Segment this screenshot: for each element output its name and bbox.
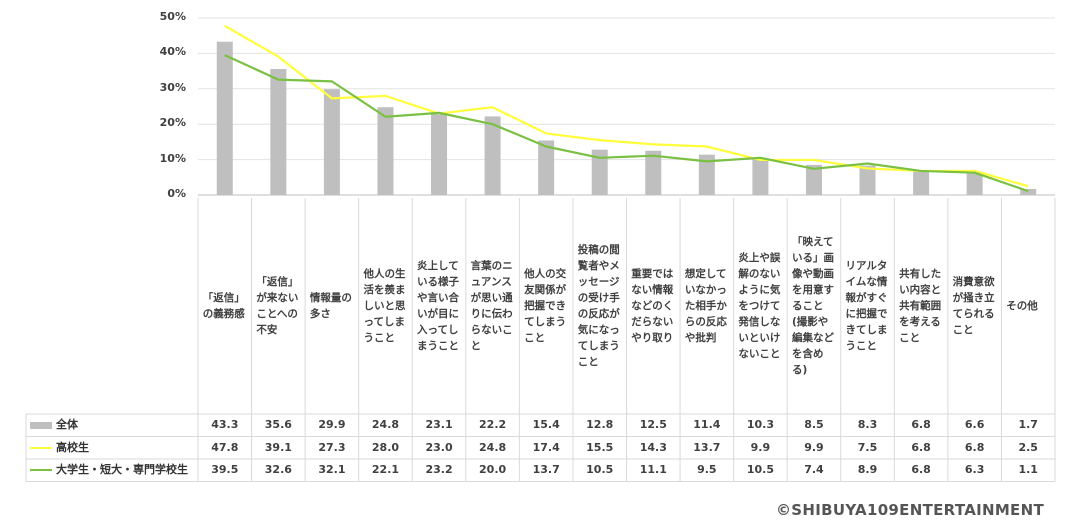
- data-label: 1.7: [1018, 418, 1038, 431]
- data-label: 10.3: [746, 418, 774, 431]
- category-label: 「映えている」画像や動画を用意すること(撮影や編集などを含める): [791, 236, 834, 376]
- category-label: 投稿の閲覧者やメッセージの受け手の反応が気になってしまうこと: [577, 244, 620, 368]
- y-tick-label: 10%: [159, 151, 186, 165]
- data-label: 7.5: [857, 440, 878, 454]
- category-label: その他: [1006, 300, 1038, 312]
- category-label: リアルタイムな情報がすぐに把握できてしまうこと: [845, 260, 888, 352]
- category-label: 他人の生活を羨ましいと思ってしまうこと: [363, 268, 406, 344]
- bar: [591, 149, 608, 195]
- data-label: 13.7: [693, 440, 721, 454]
- data-label: 7.4: [804, 463, 824, 476]
- category-label: 想定していなかった相手からの反応や批判: [684, 268, 727, 344]
- bar: [216, 41, 233, 195]
- data-label: 11.4: [693, 418, 721, 431]
- data-label: 32.6: [264, 463, 292, 476]
- data-label: 8.3: [857, 418, 878, 431]
- data-label: 35.6: [264, 418, 292, 431]
- data-label: 22.1: [371, 463, 400, 476]
- category-label: 炎上している様子や言い合いが目に入ってしまうこと: [417, 260, 460, 352]
- data-label: 6.6: [964, 418, 985, 431]
- data-label: 28.0: [371, 440, 400, 454]
- bar: [538, 140, 555, 195]
- data-label: 6.8: [911, 463, 931, 476]
- bar: [966, 171, 983, 195]
- data-label: 32.1: [318, 463, 346, 476]
- data-label: 23.0: [425, 440, 453, 454]
- y-tick-label: 30%: [159, 80, 186, 94]
- data-label: 13.7: [532, 463, 560, 476]
- data-label: 17.4: [532, 440, 560, 454]
- bar: [377, 107, 394, 195]
- legend-label: 大学生・短大・専門学校生: [56, 463, 188, 476]
- series-line: [224, 54, 1029, 193]
- data-label: 9.9: [750, 440, 771, 454]
- legend-entry: 大学生・短大・専門学校生: [30, 460, 188, 480]
- category-label: 情報量の多さ: [309, 292, 352, 320]
- category-label: 共有したい内容と共有範囲を考えること: [899, 268, 942, 344]
- legend-swatch: [30, 469, 52, 471]
- bar: [752, 158, 769, 195]
- data-label: 47.8: [211, 440, 239, 454]
- data-label: 24.8: [371, 418, 400, 431]
- data-label: 11.1: [639, 463, 667, 476]
- data-label: 14.3: [639, 440, 667, 454]
- bar: [805, 164, 822, 195]
- series-line: [224, 24, 1029, 188]
- data-label: 8.5: [804, 418, 824, 431]
- category-label: 他人の交友関係が把握できてしまうこと: [524, 268, 567, 344]
- y-tick-label: 0%: [167, 187, 186, 200]
- bar: [913, 170, 930, 195]
- data-label: 15.4: [532, 418, 560, 431]
- data-label: 43.3: [211, 418, 239, 431]
- y-tick-label: 20%: [159, 116, 186, 130]
- data-label: 9.9: [804, 440, 824, 454]
- data-label: 29.9: [318, 418, 346, 431]
- data-label: 39.5: [211, 463, 239, 476]
- data-label: 39.1: [264, 440, 292, 454]
- legend-entry: 全体: [30, 415, 78, 435]
- data-label: 20.0: [479, 463, 507, 476]
- bar: [431, 113, 448, 195]
- data-label: 6.8: [911, 418, 931, 431]
- data-label: 6.8: [911, 440, 931, 454]
- data-label: 15.5: [586, 440, 614, 454]
- data-label: 1.1: [1018, 463, 1038, 476]
- legend-swatch: [30, 446, 52, 449]
- data-label: 24.8: [479, 440, 507, 454]
- category-label: 重要ではない情報などのくだらないやり取り: [631, 268, 674, 344]
- y-tick-label: 50%: [159, 10, 186, 23]
- data-label: 12.8: [586, 418, 614, 431]
- category-label: 「返信」が来ないことへの不安: [256, 276, 299, 336]
- legend-label: 高校生: [56, 440, 89, 454]
- legend-entry: 高校生: [30, 438, 89, 458]
- bar: [859, 165, 876, 195]
- bar: [484, 116, 501, 195]
- bar: [1020, 188, 1037, 195]
- data-label: 27.3: [318, 440, 346, 454]
- y-tick-label: 40%: [159, 45, 186, 59]
- data-label: 23.2: [425, 463, 453, 476]
- data-label: 10.5: [746, 463, 774, 476]
- legend-label: 全体: [56, 418, 78, 431]
- bar: [645, 150, 662, 195]
- bar: [270, 68, 287, 195]
- category-label: 消費意欲が掻き立てられること: [952, 276, 995, 336]
- category-label: 言葉のニュアンスが思い通りに伝わらないこと: [470, 260, 513, 352]
- category-label: 炎上や誤解のないように気をつけて発信しないといけないこと: [738, 252, 781, 360]
- legend-swatch: [30, 421, 52, 429]
- data-label: 9.5: [697, 463, 717, 476]
- data-label: 2.5: [1018, 440, 1038, 454]
- data-label: 22.2: [479, 418, 507, 431]
- data-label: 10.5: [586, 463, 614, 476]
- data-label: 6.8: [964, 440, 985, 454]
- copyright: ©SHIBUYA109ENTERTAINMENT: [775, 501, 1044, 519]
- bar: [698, 154, 715, 195]
- bar: [323, 89, 340, 195]
- data-label: 6.3: [964, 463, 985, 476]
- data-label: 8.9: [857, 463, 878, 476]
- category-label: 「返信」の義務感: [202, 292, 245, 320]
- data-label: 12.5: [639, 418, 667, 431]
- data-label: 23.1: [425, 418, 453, 431]
